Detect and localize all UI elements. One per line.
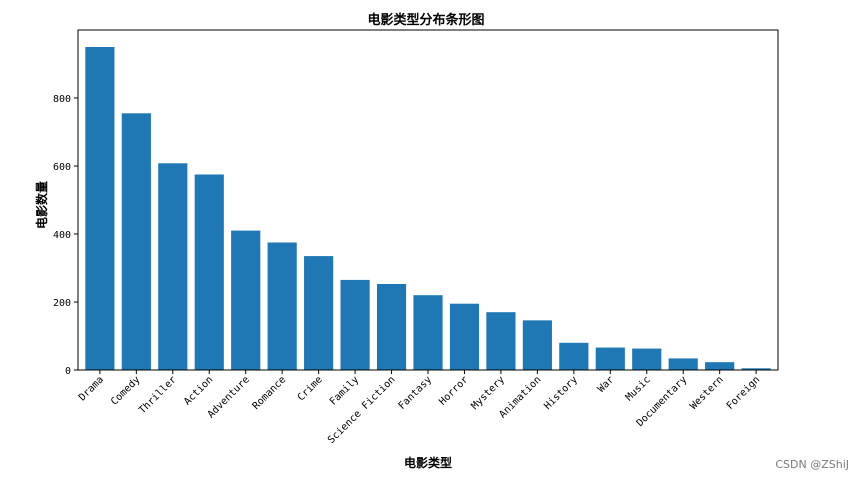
bar-adventure (231, 230, 261, 370)
watermark: CSDN @ZShiJ (775, 458, 849, 471)
x-tick-label: Comedy (109, 374, 142, 407)
bar-western (705, 362, 735, 370)
y-tick-label: 800 (53, 94, 71, 105)
bar-romance (267, 242, 297, 370)
y-tick-label: 600 (53, 162, 71, 173)
bar-animation (522, 320, 552, 370)
x-tick-label: Horror (437, 374, 470, 407)
bar-comedy (121, 113, 151, 371)
x-tick-label: Foreign (725, 374, 763, 412)
x-tick-label: Family (328, 374, 361, 407)
x-tick-label: Action (182, 374, 215, 407)
bar-documentary (668, 358, 698, 370)
bar-foreign (741, 368, 771, 370)
x-tick-label: Romance (251, 374, 289, 412)
x-tick-label: Science Fiction (326, 374, 398, 446)
bar-fantasy (413, 295, 443, 370)
x-tick-label: Crime (296, 374, 325, 403)
x-tick-label: Music (624, 374, 653, 403)
x-tick-label: Mystery (469, 374, 507, 412)
bar-action (194, 174, 224, 370)
x-tick-label: Drama (77, 374, 106, 403)
chart-title: 电影类型分布条形图 (367, 12, 484, 28)
y-tick-label: 200 (53, 298, 71, 309)
axes-frame (77, 29, 779, 371)
bar-crime (304, 256, 334, 370)
x-tick-label: Thriller (137, 374, 179, 416)
bar-science-fiction (376, 283, 407, 370)
bar-horror (449, 303, 480, 370)
x-tick-label: History (542, 374, 580, 412)
bar-war (595, 347, 625, 370)
bar-thriller (158, 163, 188, 370)
x-axis-label: 电影类型 (404, 455, 452, 470)
x-tick-label: Western (688, 374, 726, 412)
x-tick-label: War (596, 374, 617, 395)
y-tick-label: 400 (53, 230, 71, 241)
bar-mystery (486, 312, 516, 370)
bar-drama (85, 47, 115, 370)
x-tick-label: Fantasy (397, 374, 435, 412)
y-tick-label: 0 (65, 366, 71, 377)
bar-family (340, 279, 370, 370)
bar-music (632, 348, 662, 370)
bar-history (559, 342, 589, 370)
y-axis-label: 电影数量 (34, 181, 49, 229)
